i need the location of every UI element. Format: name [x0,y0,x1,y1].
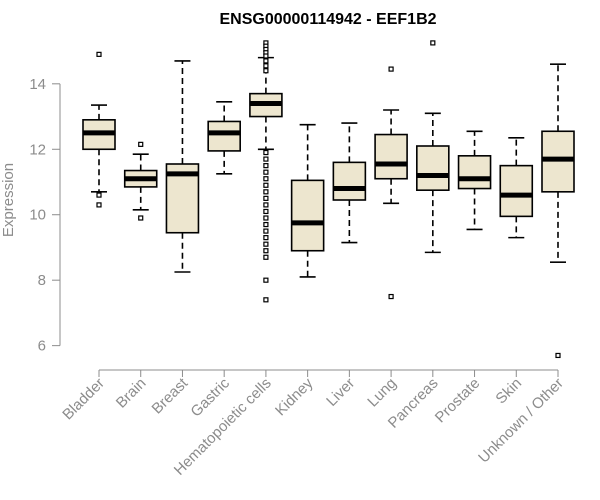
outlier-point [263,235,269,241]
y-axis-label: Expression [0,163,17,237]
outlier-point [263,208,269,215]
box-unknown-other [541,63,575,359]
outlier-point [96,51,102,57]
y-tick-label: 6 [38,338,46,355]
chart-title: ENSG00000114942 - EEF1B2 [219,11,436,28]
y-axis: 6 8 10 12 14 [29,76,61,355]
y-tick-label: 10 [29,207,46,224]
outlier-point [430,40,436,46]
box-lung [374,66,408,300]
outlier-point [263,189,269,195]
box-gastric [207,101,241,175]
outlier-point [263,182,269,188]
outlier-point [263,215,269,221]
box-iqr [290,179,325,252]
outlier-point [388,66,394,72]
box-skin [499,137,534,239]
outlier-point [388,293,394,300]
outlier-point [263,176,269,182]
outlier-point [263,53,269,59]
x-tick-label: Brain [113,375,150,412]
box-hematopoietic-cells [249,40,283,303]
box-iqr [499,164,534,218]
x-tick-label: Bladder [59,375,108,424]
box-liver [332,122,367,244]
outlier-point [138,141,144,147]
outlier-point [263,241,269,247]
outlier-point [263,254,269,260]
box-pancreas [416,40,450,254]
box-kidney [290,123,325,278]
box-bladder [82,51,116,208]
outlier-point [263,248,269,254]
x-tick-label: Liver [323,375,358,410]
box-iqr [457,155,492,190]
outlier-point [263,297,269,303]
outlier-point [263,68,269,74]
outlier-point [263,228,269,234]
box-iqr [374,133,408,180]
y-tick-label: 12 [29,141,46,158]
y-tick-label: 8 [38,272,46,289]
outlier-point [96,192,102,198]
outlier-point [263,149,269,156]
x-tick-label: Kidney [272,374,317,419]
outlier-point [263,156,269,162]
outlier-point [263,58,269,64]
box-iqr [416,145,450,191]
x-tick-label: Prostate [432,375,484,427]
outlier-point [138,215,144,221]
outlier-point [263,63,269,69]
box-iqr [207,120,241,152]
outlier-point [263,163,269,169]
box-breast [165,60,200,273]
x-tick-label: Skin [492,375,525,408]
outlier-point [263,277,269,283]
outlier-point [263,195,269,201]
x-tick-label: Lung [364,375,400,411]
box-brain [123,141,158,221]
outlier-point [263,221,269,228]
box-series [82,40,575,359]
y-tick-label: 14 [29,76,46,93]
box-iqr [332,161,367,201]
box-prostate [457,130,492,231]
outlier-point [263,169,269,175]
outlier-point [555,352,561,359]
x-tick-label: Breast [149,374,192,417]
outlier-point [96,202,102,208]
outlier-point [263,202,269,208]
